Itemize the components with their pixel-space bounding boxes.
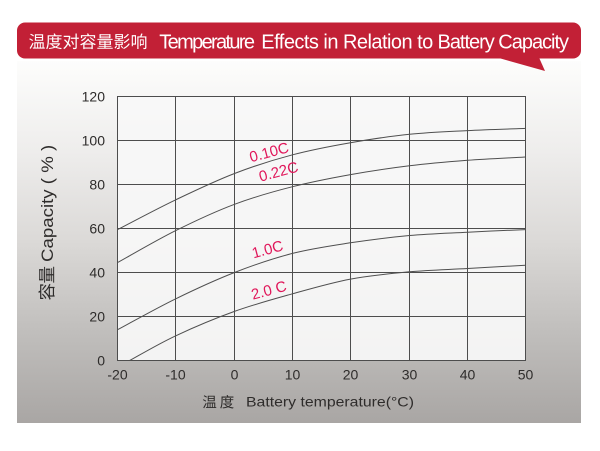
svg-text:40: 40 xyxy=(460,367,476,383)
svg-text:Capacity ( % ): Capacity ( % ) xyxy=(38,145,57,262)
svg-text:80: 80 xyxy=(89,177,105,193)
svg-text:-10: -10 xyxy=(165,367,185,383)
svg-text:120: 120 xyxy=(82,89,106,105)
svg-text:40: 40 xyxy=(89,265,105,281)
svg-text:20: 20 xyxy=(89,309,105,325)
svg-text:Battery temperature(°C): Battery temperature(°C) xyxy=(246,393,414,409)
svg-text:Temperature: Temperature xyxy=(159,31,255,53)
svg-text:100: 100 xyxy=(82,133,106,149)
svg-text:0: 0 xyxy=(231,367,239,383)
svg-text:10: 10 xyxy=(285,367,301,383)
svg-text:30: 30 xyxy=(402,367,418,383)
svg-text:Effects in Relation to: Effects in Relation to xyxy=(261,31,433,53)
svg-text:50: 50 xyxy=(518,367,534,383)
svg-text:20: 20 xyxy=(343,367,359,383)
svg-text:Battery Capacity: Battery Capacity xyxy=(438,31,570,53)
svg-text:60: 60 xyxy=(89,221,105,237)
svg-text:-20: -20 xyxy=(107,367,127,383)
svg-text:0: 0 xyxy=(97,353,105,369)
